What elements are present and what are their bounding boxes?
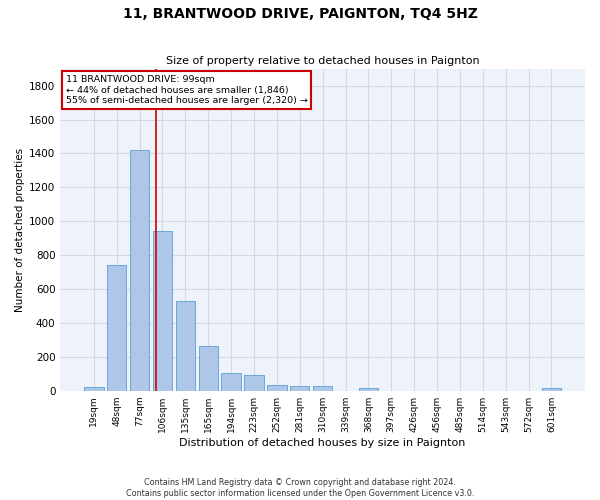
Text: 11 BRANTWOOD DRIVE: 99sqm
← 44% of detached houses are smaller (1,846)
55% of se: 11 BRANTWOOD DRIVE: 99sqm ← 44% of detac… xyxy=(65,75,307,105)
Text: Contains HM Land Registry data © Crown copyright and database right 2024.
Contai: Contains HM Land Registry data © Crown c… xyxy=(126,478,474,498)
Bar xyxy=(107,266,127,390)
Text: 11, BRANTWOOD DRIVE, PAIGNTON, TQ4 5HZ: 11, BRANTWOOD DRIVE, PAIGNTON, TQ4 5HZ xyxy=(122,8,478,22)
X-axis label: Distribution of detached houses by size in Paignton: Distribution of detached houses by size … xyxy=(179,438,466,448)
Bar xyxy=(221,373,241,390)
Bar xyxy=(176,301,195,390)
Bar xyxy=(130,150,149,390)
Bar xyxy=(313,386,332,390)
Title: Size of property relative to detached houses in Paignton: Size of property relative to detached ho… xyxy=(166,56,479,66)
Bar xyxy=(199,346,218,391)
Bar xyxy=(267,385,287,390)
Bar xyxy=(290,386,310,390)
Y-axis label: Number of detached properties: Number of detached properties xyxy=(15,148,25,312)
Bar xyxy=(542,388,561,390)
Bar xyxy=(244,374,264,390)
Bar xyxy=(84,388,104,390)
Bar xyxy=(153,232,172,390)
Bar xyxy=(359,388,378,390)
